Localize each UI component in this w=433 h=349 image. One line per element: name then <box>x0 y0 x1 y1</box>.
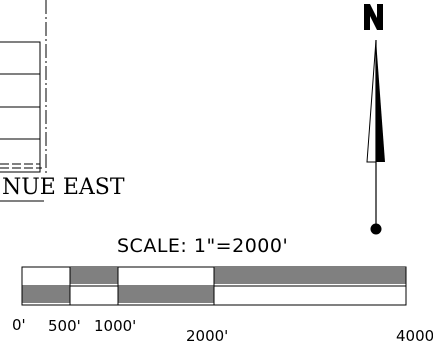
scale-tick-label: 500' <box>48 317 81 335</box>
scale-tick-labels: 0' 500' 1000' 2000' 4000' <box>12 316 433 345</box>
scale-segment-1000-2000 <box>118 287 214 303</box>
scale-segment-2000-4000 <box>214 268 406 284</box>
scale-title: SCALE: 1"=2000' <box>117 235 288 257</box>
scale-bar <box>21 266 407 306</box>
scale-segment-500-1000 <box>70 268 118 284</box>
scale-segment-0-500 <box>22 287 70 303</box>
scale-tick-label: 1000' <box>94 317 136 335</box>
scale-tick-label: 2000' <box>186 327 228 345</box>
street-label: NUE EAST <box>2 175 125 200</box>
scale-tick-label: 4000' <box>396 327 433 345</box>
scale-tick-label: 0' <box>12 316 26 334</box>
building-outline <box>0 0 47 202</box>
north-arrow-icon <box>364 4 385 235</box>
